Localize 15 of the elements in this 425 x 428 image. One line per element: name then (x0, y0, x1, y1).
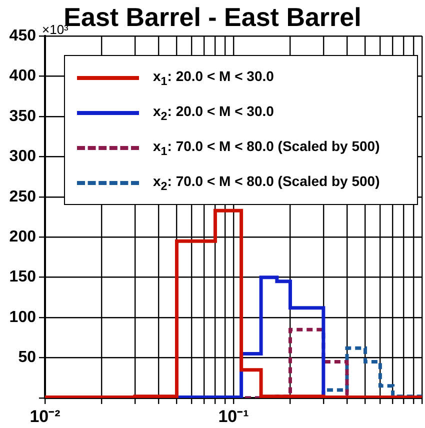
legend-label: x$_{1}$: 20.0 < M < 30.0 (153, 68, 274, 88)
legend-label: x$_{1}$: 70.0 < M < 80.0 (Scaled by 500) (153, 138, 380, 158)
legend-label: x$_{2}$: 20.0 < M < 30.0 (153, 102, 274, 122)
y-tick-label: 200 (9, 228, 36, 246)
y-tick-label: 100 (9, 308, 36, 326)
y-tick-label: 250 (9, 188, 36, 206)
y-tick-label: 50 (18, 349, 36, 366)
y-tick-label: 300 (9, 148, 36, 166)
x-tick-label: 10⁻¹ (218, 406, 250, 426)
legend-label: x$_{2}$: 70.0 < M < 80.0 (Scaled by 500) (153, 172, 380, 192)
y-tick-label: 400 (9, 68, 36, 85)
y-tick-label: 350 (9, 108, 36, 125)
y-tick-label: 150 (9, 268, 36, 286)
x-tick-label: 10⁻² (30, 406, 61, 426)
y-tick-label: 450 (9, 27, 36, 44)
